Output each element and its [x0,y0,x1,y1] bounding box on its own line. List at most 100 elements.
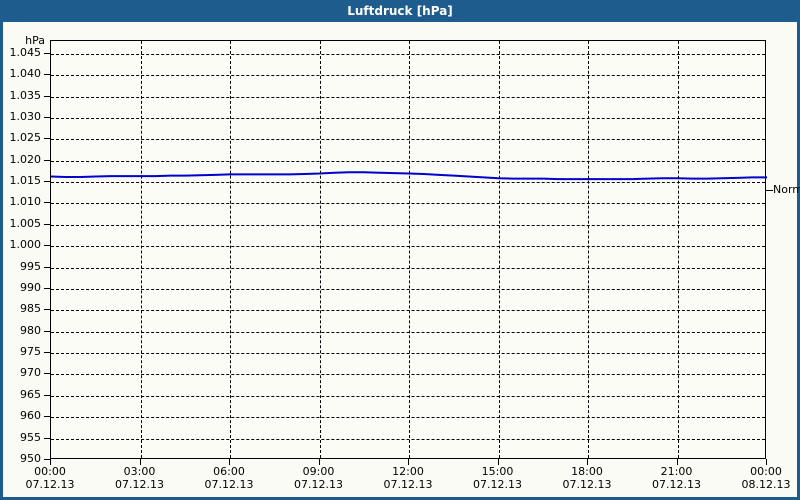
y-axis-tick [44,437,50,439]
gridline-horizontal [51,53,765,55]
gridline-horizontal [51,182,765,184]
y-axis-tick [44,223,50,225]
y-axis-tick [44,330,50,332]
gridline-horizontal [51,310,765,312]
x-axis-tick [318,459,320,465]
gridline-horizontal [51,374,765,376]
gridline-vertical [588,41,589,458]
y-axis-label: 1.005 [9,216,42,230]
y-axis-label: 1.010 [9,195,42,209]
x-axis-tick [766,459,767,465]
x-axis-label: 09:00 07.12.13 [274,465,364,491]
normal-axis-tick [766,189,773,191]
x-axis-label: 03:00 07.12.13 [95,465,185,491]
page-title: Luftdruck [hPa] [347,4,453,18]
y-axis-tick [44,95,50,97]
y-axis-label: 955 [20,430,41,444]
gridline-horizontal [51,417,765,419]
x-axis-label: 06:00 07.12.13 [184,465,274,491]
y-axis-label: 990 [20,280,41,294]
x-axis-tick [587,459,588,465]
gridline-horizontal [51,160,765,162]
gridline-vertical [409,41,410,458]
x-axis-label-time: 09:00 [302,465,335,478]
y-axis-tick [44,459,50,460]
y-axis-title: hPa [25,34,45,47]
y-axis-label: 1.020 [9,152,42,166]
x-axis-label-date: 07.12.13 [652,478,701,491]
plot-area [50,40,767,459]
y-axis-label: 1.015 [9,174,42,188]
y-axis-tick [44,287,50,289]
y-axis-tick [44,159,50,161]
y-axis-label: 1.025 [9,131,42,145]
y-axis-tick [44,245,50,247]
y-axis-tick [44,266,50,268]
x-axis-label-time: 00:00 [34,465,66,478]
y-axis-label: 975 [20,345,41,359]
x-axis-label-date: 07.12.13 [294,478,343,491]
gridline-vertical [677,41,679,458]
gridline-horizontal [51,224,765,226]
x-axis-label-date: 07.12.13 [473,478,522,491]
gridline-horizontal [51,75,765,77]
gridline-horizontal [51,267,765,269]
y-axis-tick [44,74,50,76]
y-axis-label: 950 [20,452,41,465]
gridline-horizontal [51,353,765,355]
y-axis-label: 960 [20,409,41,423]
x-axis-tick [139,459,141,465]
gridline-horizontal [51,331,765,333]
x-axis-tick [229,459,230,465]
gridline-horizontal [51,139,765,141]
y-axis-label: 970 [20,366,41,380]
y-axis-label: 1.000 [9,238,42,252]
y-axis-label: 985 [20,302,41,316]
y-axis-tick [44,138,50,140]
x-axis-label-time: 00:00 [750,465,782,478]
y-axis-tick [44,52,50,54]
y-axis-tick [44,394,50,396]
window-title-bar: Luftdruck [hPa] [0,0,800,22]
y-axis-label: 995 [20,259,41,273]
y-axis-label: 1.030 [9,109,42,123]
gridline-vertical [140,41,142,458]
gridline-horizontal [51,438,765,440]
x-axis-label-date: 08.12.13 [741,478,791,491]
x-axis-label-time: 21:00 [660,465,693,478]
y-axis-tick [44,416,50,418]
y-axis-label: 1.045 [9,45,42,59]
x-axis-label-time: 15:00 [481,465,514,478]
gridline-horizontal [51,395,765,397]
y-axis-tick [44,116,50,118]
y-axis-label: 1.040 [9,67,42,81]
x-axis-label-time: 03:00 [123,465,156,478]
x-axis-tick [408,459,409,465]
x-axis-label-date: 07.12.13 [115,478,164,491]
x-axis-label-date: 07.12.13 [25,478,75,491]
gridline-horizontal [51,203,765,205]
gridline-horizontal [51,288,765,290]
gridline-horizontal [51,246,765,248]
x-axis-label: 00:00 07.12.13 [5,465,95,491]
y-axis-tick [44,352,50,354]
y-axis-label: 1.035 [9,88,42,102]
normal-annotation-label: Normal [773,182,800,196]
y-axis-tick [44,202,50,204]
x-axis-label-date: 07.12.13 [562,478,612,491]
x-axis-tick [50,459,51,465]
x-axis-label-time: 12:00 [392,465,424,478]
gridline-vertical [498,41,500,458]
x-axis-label: 00:00 08.12.13 [721,465,800,491]
x-axis-label: 12:00 07.12.13 [363,465,453,491]
x-axis-label: 15:00 07.12.13 [453,465,543,491]
gridline-vertical [230,41,231,458]
y-axis-label: 965 [20,387,41,401]
x-axis-label-time: 06:00 [213,465,245,478]
gridline-horizontal [51,96,765,98]
x-axis-label-date: 07.12.13 [383,478,433,491]
y-axis-tick [44,309,50,311]
gridline-vertical [319,41,321,458]
x-axis-tick [676,459,678,465]
